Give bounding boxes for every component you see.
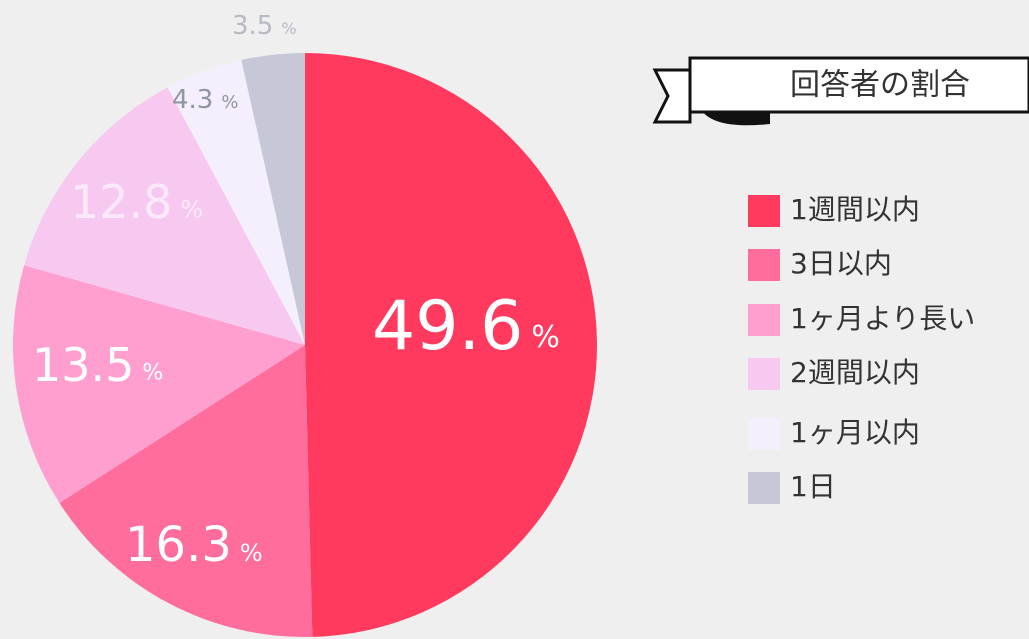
value-number: 16.3 xyxy=(125,517,232,573)
value-number: 49.6 xyxy=(372,287,523,366)
pie-slice xyxy=(12,265,305,504)
legend-swatch xyxy=(748,472,780,504)
value-label: 13.5% xyxy=(32,338,163,392)
value-unit: % xyxy=(281,19,296,38)
pie-slice xyxy=(305,53,597,637)
value-unit: % xyxy=(221,92,238,113)
value-number: 4.3 xyxy=(172,85,213,115)
legend-label: 2週間以内 xyxy=(790,356,920,389)
value-unit: % xyxy=(531,320,560,355)
value-label: 3.5% xyxy=(232,11,297,41)
value-label: 16.3% xyxy=(125,517,263,573)
legend-label: 3日以内 xyxy=(790,247,892,280)
legend-swatch xyxy=(748,249,780,281)
value-label: 4.3% xyxy=(172,85,238,115)
pie-slice xyxy=(241,53,305,345)
legend-swatch xyxy=(748,304,780,336)
pie-slice xyxy=(167,60,305,345)
value-unit: % xyxy=(180,196,203,224)
legend-label: 1週間以内 xyxy=(790,193,920,226)
legend-swatch xyxy=(748,358,780,390)
value-number: 12.8 xyxy=(70,175,172,229)
legend-title: 回答者の割合 xyxy=(790,68,970,103)
legend-label: 1日 xyxy=(790,470,836,503)
value-number: 13.5 xyxy=(32,338,134,392)
legend-label: 1ヶ月より長い xyxy=(790,302,975,335)
value-label: 49.6% xyxy=(372,287,560,366)
legend-swatch xyxy=(748,195,780,227)
value-label: 12.8% xyxy=(70,175,203,229)
value-number: 3.5 xyxy=(232,11,273,41)
value-unit: % xyxy=(240,539,263,567)
legend-label: 1ヶ月以内 xyxy=(790,416,920,449)
value-unit: % xyxy=(142,361,163,386)
pie-slice xyxy=(24,87,305,345)
legend-swatch xyxy=(748,418,780,450)
pie-slice xyxy=(59,345,313,637)
legend-ribbon xyxy=(652,56,1029,126)
